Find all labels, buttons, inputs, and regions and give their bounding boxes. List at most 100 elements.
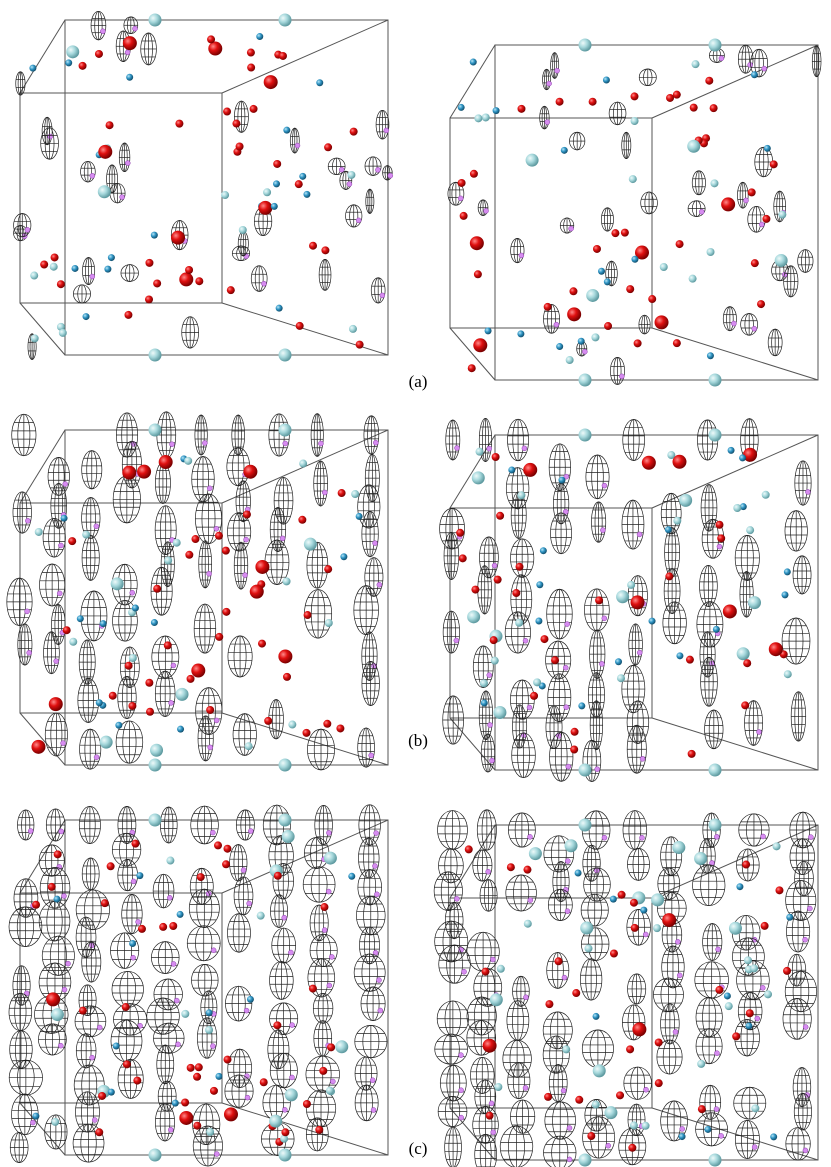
atom [153, 584, 162, 593]
structure-panel [433, 809, 819, 1167]
atom [515, 618, 524, 627]
atom [263, 188, 272, 197]
atom-small [318, 440, 324, 447]
atom [715, 985, 724, 994]
atom [578, 38, 592, 52]
atom [65, 59, 73, 67]
isosurface [73, 1064, 105, 1106]
atom-small [89, 1054, 95, 1061]
atom [653, 924, 662, 933]
atom-small [544, 119, 551, 125]
atom [578, 1153, 592, 1167]
isosurface [699, 564, 718, 608]
atom [321, 246, 330, 255]
isosurface [437, 810, 468, 850]
atom [179, 1110, 194, 1125]
atom [578, 763, 592, 777]
isosurface [550, 52, 560, 79]
isosurface [152, 873, 175, 909]
atom-small [454, 445, 460, 451]
atom-small [485, 868, 491, 875]
atom [609, 949, 618, 958]
atom [148, 423, 162, 437]
atom-small [346, 181, 353, 187]
atom [146, 707, 155, 716]
atom [691, 60, 700, 69]
atom [588, 97, 597, 106]
atom [348, 872, 356, 880]
atom [30, 334, 39, 343]
cell-edge [19, 819, 66, 894]
isosurface [309, 933, 338, 968]
isosurface [580, 893, 609, 927]
atom [185, 266, 194, 275]
atom [186, 1063, 195, 1072]
isosurface [198, 540, 213, 589]
atom [675, 240, 684, 249]
atom [193, 1072, 202, 1081]
atom [530, 691, 539, 700]
atom-small [206, 570, 212, 577]
isosurface [789, 811, 817, 849]
atom-small [169, 441, 175, 448]
atom-small [747, 62, 753, 68]
atom [278, 1148, 292, 1162]
isosurface [73, 284, 91, 304]
atom [708, 38, 722, 52]
atom-small [713, 1106, 720, 1112]
atom-small [453, 637, 460, 644]
atom-small [521, 445, 528, 452]
atom-small [282, 440, 289, 447]
structure-panel [8, 804, 389, 1167]
atom [185, 550, 194, 559]
atom [184, 456, 193, 465]
atom-small [202, 440, 208, 446]
atom [273, 159, 282, 168]
isosurface [232, 713, 257, 756]
atom [706, 352, 714, 360]
atom [62, 626, 71, 635]
atom [672, 454, 687, 469]
isosurface [582, 739, 602, 782]
atom-small [563, 704, 570, 710]
atom [781, 591, 789, 599]
atom [757, 300, 766, 309]
cell-edge [651, 434, 819, 509]
isosurface [357, 869, 382, 906]
atom [564, 839, 578, 853]
atom-small [461, 968, 467, 975]
atom [602, 76, 610, 84]
structure-panel [6, 411, 389, 772]
atom [467, 610, 481, 624]
atom-small [58, 1042, 64, 1049]
atom-small [60, 740, 66, 746]
atom [104, 265, 112, 273]
cell-edge [64, 429, 389, 766]
isosurface [111, 832, 142, 867]
atom [97, 185, 111, 199]
atom [751, 1104, 760, 1113]
isosurface [9, 1132, 29, 1163]
isosurface [744, 700, 763, 746]
isosurface [502, 1039, 532, 1078]
atom-small [376, 581, 383, 588]
atom [586, 288, 600, 302]
atom [733, 503, 742, 512]
atom [95, 699, 103, 707]
atom [280, 1134, 289, 1143]
isosurface [783, 265, 799, 298]
atom [172, 538, 181, 547]
atom [347, 170, 356, 179]
atom [627, 580, 636, 589]
isosurface [506, 1000, 530, 1041]
atom [467, 364, 476, 373]
atom-small [124, 49, 131, 56]
isosurface [361, 511, 379, 558]
isosurface [476, 809, 497, 851]
atom-small [619, 373, 625, 380]
atom [574, 869, 582, 877]
atom [121, 1003, 130, 1012]
atom-small [129, 590, 135, 596]
isosurface [738, 813, 770, 847]
